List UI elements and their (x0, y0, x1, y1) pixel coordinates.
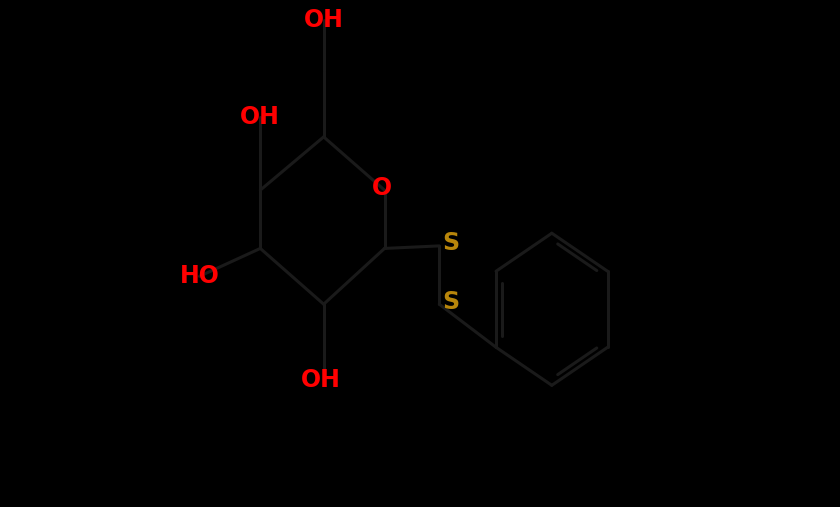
Text: OH: OH (302, 368, 341, 392)
Text: HO: HO (180, 264, 219, 288)
Text: OH: OH (304, 8, 344, 32)
Text: S: S (442, 231, 459, 256)
Text: S: S (442, 289, 459, 314)
Text: O: O (372, 175, 392, 200)
Text: OH: OH (240, 104, 281, 129)
